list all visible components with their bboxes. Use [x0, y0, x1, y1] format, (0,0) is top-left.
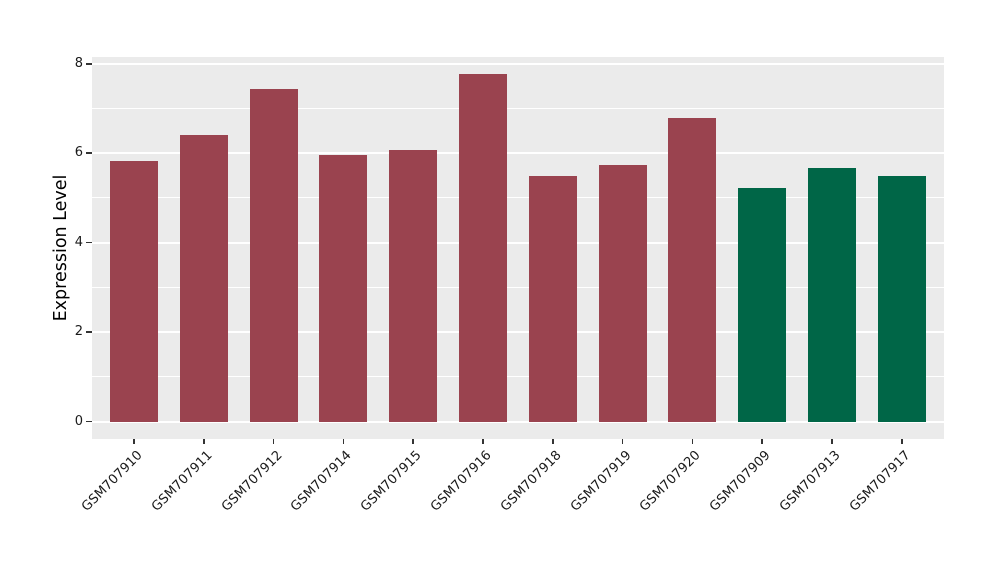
- bar-GSM707912: [249, 89, 298, 422]
- y-tick-label: 0: [74, 413, 83, 429]
- x-tick-mark: [203, 439, 205, 444]
- y-tick-mark: [86, 241, 92, 244]
- x-tick-mark: [133, 439, 135, 444]
- y-tick-mark: [86, 152, 92, 154]
- bar-GSM707915: [389, 149, 438, 422]
- plot-panel: [92, 57, 944, 439]
- y-tick-label: 6: [74, 145, 83, 161]
- x-tick-mark: [621, 439, 624, 444]
- gridline-major: [92, 241, 944, 244]
- gridline-major: [92, 331, 944, 334]
- bar-GSM707917: [877, 175, 926, 422]
- gridline-minor: [92, 197, 944, 199]
- x-tick-mark: [831, 439, 833, 444]
- x-tick-mark: [761, 439, 763, 444]
- x-tick-mark: [552, 439, 554, 444]
- bar-GSM707914: [319, 155, 368, 422]
- x-tick-mark: [691, 439, 694, 444]
- bar-GSM707911: [179, 135, 228, 422]
- y-tick-label: 4: [74, 234, 83, 250]
- y-tick-label: 2: [74, 324, 83, 340]
- bar-GSM707916: [459, 73, 507, 422]
- bar-GSM707913: [808, 167, 856, 422]
- y-tick-label: 8: [74, 55, 83, 71]
- bar-GSM707909: [738, 188, 787, 422]
- gridline-minor: [92, 286, 944, 288]
- x-tick-mark: [272, 439, 275, 444]
- gridline-minor: [92, 108, 944, 110]
- bar-GSM707910: [110, 160, 158, 422]
- x-tick-mark: [342, 439, 345, 444]
- gridline-major: [92, 62, 944, 65]
- x-tick-mark: [412, 439, 414, 444]
- bar-GSM707920: [668, 117, 717, 422]
- x-tick-mark: [482, 439, 484, 444]
- gridline-major: [92, 420, 944, 423]
- y-tick-mark: [86, 331, 92, 333]
- y-tick-mark: [86, 420, 92, 423]
- bar-GSM707918: [528, 175, 577, 422]
- gridline-major: [92, 152, 944, 155]
- y-tick-mark: [86, 63, 92, 65]
- bar-GSM707919: [598, 164, 647, 422]
- gridline-minor: [92, 376, 944, 378]
- x-tick-mark: [901, 439, 903, 444]
